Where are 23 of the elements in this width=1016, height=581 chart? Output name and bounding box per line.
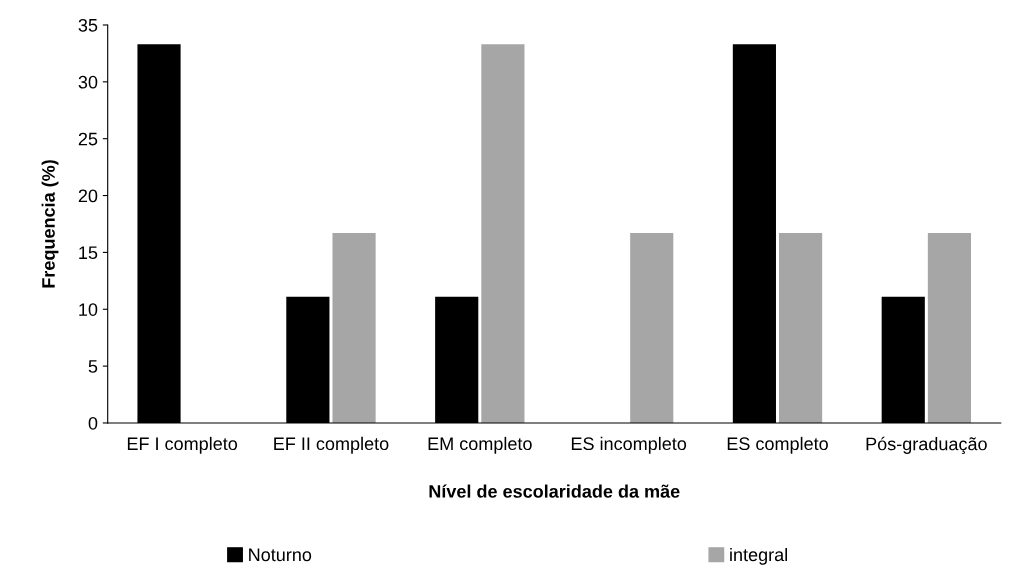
y-tick-label: 35 [78,18,98,32]
y-tick-label: 0 [88,416,98,430]
bar [332,233,376,423]
x-tick-label: EM completo [428,436,532,454]
legend-label: Noturno [249,548,312,562]
legend-label: integral [730,547,787,565]
x-tick-label: Pós-graduação [866,436,987,454]
y-tick-label: 5 [88,360,98,373]
y-tick-label: 30 [78,75,98,89]
x-tick-label: EF II completo [274,436,389,454]
x-tick-label: ES incompleto [571,436,687,454]
x-tick-label: EF I completo [127,436,238,454]
x-axis-title: Nível de escolaridade da mãe [429,484,680,498]
y-tick-label: 10 [79,303,98,316]
x-tick-label: ES completo [727,436,828,454]
bar [927,233,972,423]
y-tick-label: 15 [79,246,98,260]
bar [630,233,674,423]
y-axis-title: Frequencia (%) [41,160,59,288]
y-tick-label: 20 [78,189,98,203]
y-tick-label: 25 [78,132,98,146]
bar [481,44,525,423]
bar [779,233,823,423]
